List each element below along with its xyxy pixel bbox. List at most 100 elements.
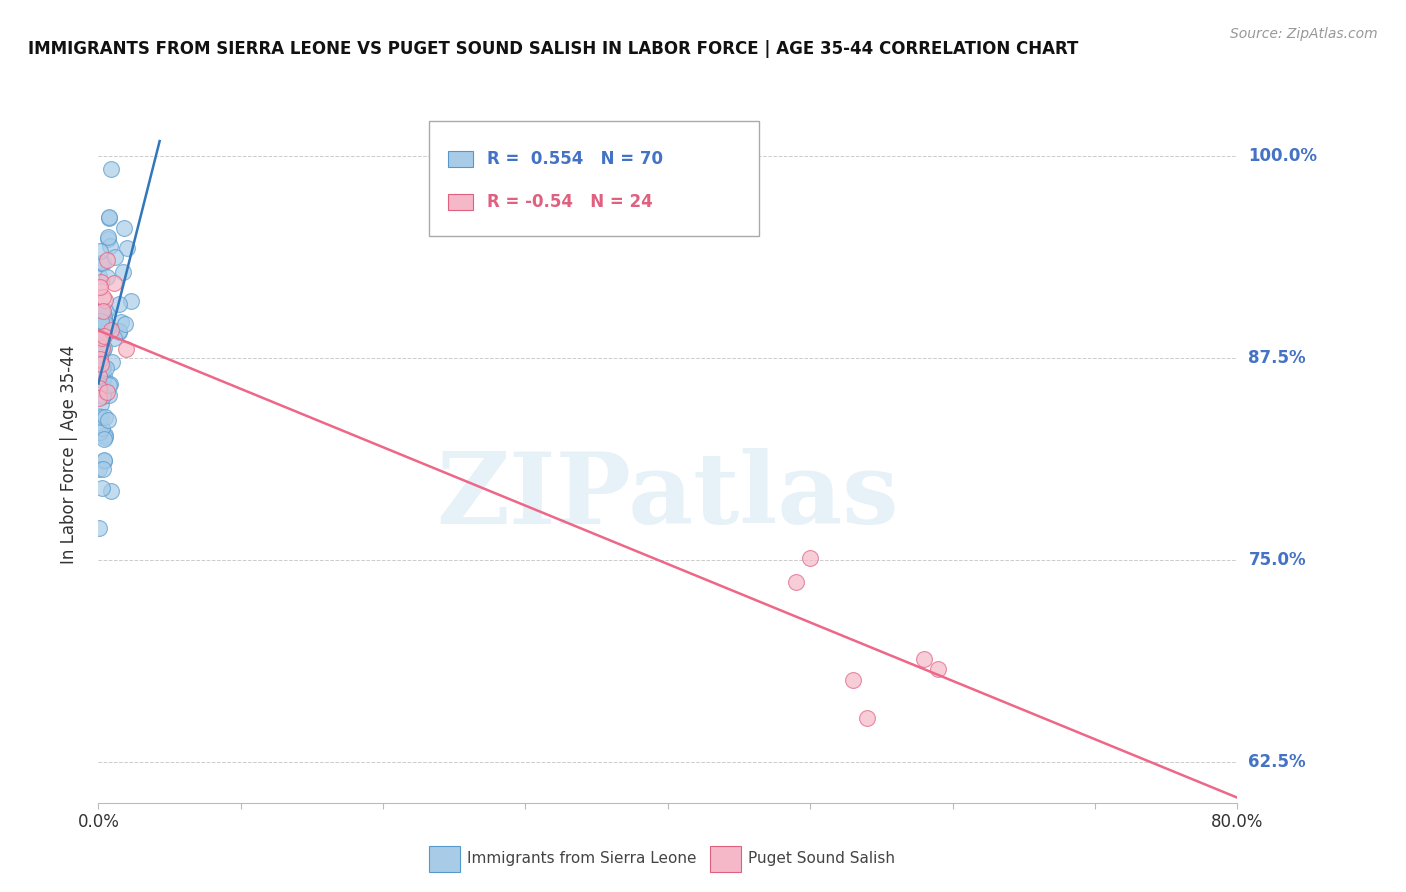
- Point: [94, 428, 117, 442]
- Point: [91, 343, 114, 357]
- Point: [93, 310, 115, 324]
- Point: [108, 324, 131, 338]
- Point: [115, 241, 138, 255]
- Point: [94, 384, 117, 398]
- Text: 75.0%: 75.0%: [1249, 551, 1306, 569]
- Point: [89, 378, 111, 392]
- Point: [87, 409, 110, 424]
- Point: [91, 369, 114, 384]
- Point: [98, 211, 121, 226]
- Point: [93, 368, 115, 383]
- Point: [97, 211, 120, 225]
- Point: [89, 244, 111, 258]
- Point: [100, 323, 122, 337]
- Point: [94, 410, 117, 425]
- Point: [842, 673, 865, 687]
- Point: [98, 388, 121, 402]
- Text: R = -0.54   N = 24: R = -0.54 N = 24: [486, 193, 652, 211]
- Point: [90, 361, 112, 376]
- Point: [90, 304, 112, 318]
- Point: [785, 574, 807, 589]
- Point: [91, 331, 114, 345]
- Point: [89, 334, 111, 348]
- Point: [90, 409, 112, 424]
- Point: [114, 317, 136, 331]
- Point: [96, 252, 118, 267]
- Point: [94, 430, 117, 444]
- Point: [112, 220, 135, 235]
- Point: [90, 314, 112, 328]
- Point: [87, 520, 110, 534]
- FancyBboxPatch shape: [449, 152, 472, 167]
- Point: [89, 392, 111, 406]
- Point: [96, 385, 118, 400]
- Point: [96, 269, 118, 284]
- Point: [100, 484, 122, 499]
- Text: IMMIGRANTS FROM SIERRA LEONE VS PUGET SOUND SALISH IN LABOR FORCE | AGE 35-44 CO: IMMIGRANTS FROM SIERRA LEONE VS PUGET SO…: [28, 40, 1078, 58]
- Point: [90, 343, 112, 357]
- Point: [120, 294, 142, 309]
- Point: [98, 239, 121, 253]
- Point: [89, 381, 111, 395]
- Point: [89, 352, 111, 367]
- Point: [91, 359, 114, 374]
- Point: [94, 384, 117, 398]
- Point: [91, 421, 114, 435]
- Point: [87, 332, 110, 346]
- Point: [103, 331, 125, 345]
- Point: [94, 361, 117, 376]
- Text: Source: ZipAtlas.com: Source: ZipAtlas.com: [1230, 27, 1378, 41]
- Point: [89, 350, 111, 364]
- Text: Immigrants from Sierra Leone: Immigrants from Sierra Leone: [467, 852, 696, 866]
- Point: [97, 413, 120, 427]
- Point: [87, 368, 110, 383]
- Text: Puget Sound Salish: Puget Sound Salish: [748, 852, 896, 866]
- Point: [93, 453, 115, 467]
- Y-axis label: In Labor Force | Age 35-44: In Labor Force | Age 35-44: [59, 345, 77, 565]
- Point: [87, 462, 110, 476]
- Point: [91, 388, 114, 402]
- Point: [91, 290, 114, 304]
- Point: [110, 315, 132, 329]
- Point: [93, 326, 115, 341]
- Text: 87.5%: 87.5%: [1249, 349, 1306, 367]
- FancyBboxPatch shape: [449, 194, 472, 210]
- Point: [93, 311, 115, 326]
- Point: [98, 378, 121, 392]
- Point: [91, 256, 114, 270]
- Point: [799, 550, 821, 565]
- Point: [103, 277, 125, 291]
- Point: [90, 357, 112, 371]
- Point: [90, 397, 112, 411]
- Point: [912, 651, 935, 665]
- Point: [101, 354, 124, 368]
- Point: [90, 256, 112, 270]
- Text: 62.5%: 62.5%: [1249, 754, 1306, 772]
- Text: ZIPatlas: ZIPatlas: [437, 448, 898, 545]
- Point: [91, 341, 114, 355]
- Point: [93, 293, 115, 307]
- Point: [93, 304, 115, 318]
- Point: [108, 325, 131, 339]
- Point: [96, 303, 118, 318]
- Point: [93, 373, 115, 387]
- Point: [100, 162, 122, 177]
- Point: [107, 297, 129, 311]
- Point: [103, 250, 125, 264]
- Point: [93, 307, 115, 321]
- Point: [856, 711, 879, 725]
- Point: [97, 319, 120, 334]
- Point: [87, 269, 110, 284]
- Text: R =  0.554   N = 70: R = 0.554 N = 70: [486, 150, 662, 168]
- Point: [91, 341, 114, 355]
- FancyBboxPatch shape: [429, 121, 759, 235]
- Point: [91, 462, 114, 476]
- Point: [98, 376, 121, 391]
- Point: [927, 662, 949, 676]
- Point: [93, 454, 115, 468]
- Point: [93, 316, 115, 330]
- Point: [91, 481, 114, 495]
- Point: [89, 425, 111, 439]
- Point: [90, 275, 112, 289]
- Point: [115, 342, 138, 356]
